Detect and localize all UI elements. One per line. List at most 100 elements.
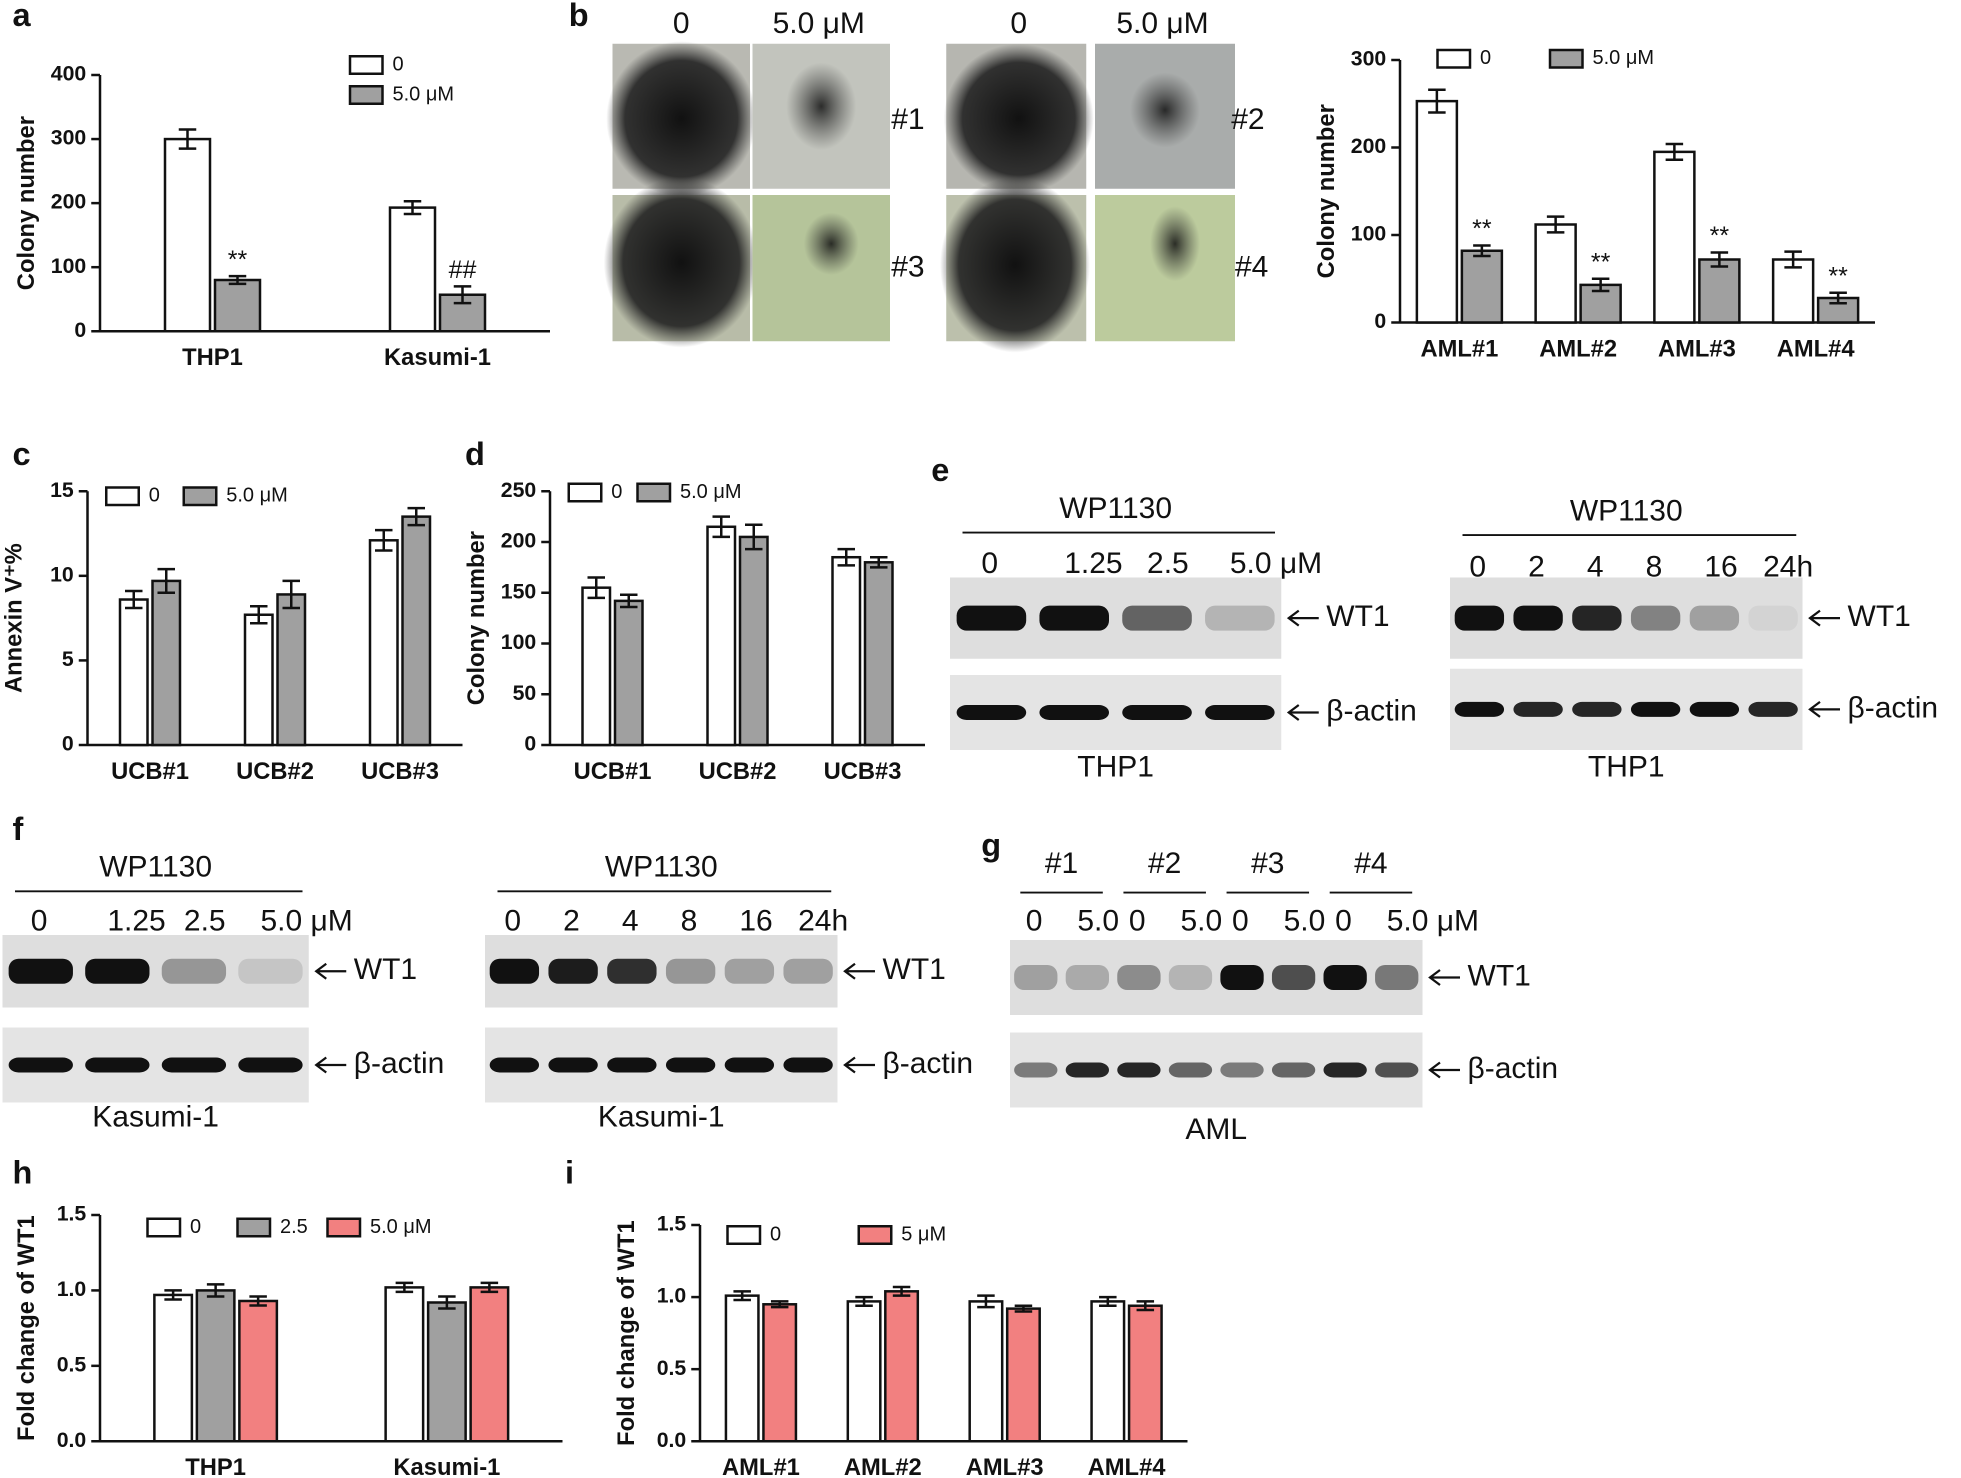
legend-swatch [1548, 48, 1584, 69]
blot-band [1065, 965, 1109, 990]
band-label: WT1 [1848, 600, 1911, 633]
error-bar [587, 576, 605, 600]
error-bar [453, 285, 472, 305]
arrow [1808, 609, 1840, 627]
error-bar [1591, 277, 1610, 293]
bar [118, 598, 149, 747]
bar [1415, 99, 1459, 324]
bar [1460, 249, 1504, 324]
column-label: 0 [673, 7, 690, 40]
y-axis-label: Fold change of WT1 [13, 1215, 40, 1441]
blot-band [1748, 701, 1798, 717]
error-bar [395, 1281, 414, 1294]
bar [195, 1289, 236, 1443]
x-tick-label: Kasumi-1 [393, 1454, 500, 1478]
arrow [314, 962, 347, 980]
panel-letter: e [931, 452, 949, 488]
x-tick-label: AML#2 [1539, 335, 1617, 362]
y-axis-label: Colony number [13, 116, 40, 290]
y-tick-label: 0.0 [657, 1428, 687, 1452]
error-bar [1473, 244, 1491, 258]
legend-label: 5.0 μM [226, 485, 288, 507]
y-tick-label: 100 [501, 630, 536, 654]
blot-band [8, 1057, 73, 1073]
bar [863, 561, 894, 747]
y-tick-label: 300 [51, 126, 86, 150]
bar [613, 599, 644, 747]
y-tick-label: 1.5 [657, 1212, 687, 1236]
x-tick-label: AML#3 [1658, 335, 1736, 362]
column-label: 5.0 μM [1116, 7, 1208, 40]
blot-band [607, 1057, 657, 1073]
bar [724, 1294, 760, 1443]
bar [243, 613, 274, 747]
error-bar [855, 1295, 873, 1307]
blot-band [1065, 1062, 1109, 1078]
blot-band [1513, 701, 1563, 717]
error-bar [403, 199, 422, 216]
error-bar [1014, 1304, 1033, 1313]
y-tick-label: 15 [50, 478, 74, 502]
legend-swatch [567, 482, 603, 503]
y-tick-label: 0 [62, 732, 74, 756]
legend-swatch [146, 1217, 182, 1238]
blot-band [1454, 605, 1505, 631]
error-bar [733, 1290, 751, 1302]
panel-letter: a [13, 0, 32, 33]
lane-label: 5.0 [1284, 904, 1326, 937]
blot-band [489, 958, 540, 984]
colony [606, 41, 757, 197]
legend-swatch [636, 482, 672, 503]
error-bar [869, 555, 888, 569]
blot-band [1689, 605, 1740, 631]
arrow [1286, 609, 1319, 627]
lane-label: 24h [798, 904, 848, 937]
legend-label: 5.0 μM [680, 481, 742, 503]
treatment-label: WP1130 [1570, 494, 1683, 527]
colony [603, 177, 759, 348]
blot-membrane [1450, 577, 1803, 659]
blot-band [1205, 705, 1275, 720]
blot-band [1014, 965, 1058, 990]
error-bar [480, 1281, 499, 1294]
sample-label: #1 [891, 103, 924, 136]
blot-band [1205, 605, 1275, 631]
blot-band [1748, 605, 1798, 631]
blot-membrane [485, 935, 838, 1008]
x-tick-label: UCB#2 [236, 758, 314, 785]
lane-label: 5.0 μM [1230, 547, 1322, 580]
annotation: ** [1710, 222, 1730, 250]
bar [153, 1293, 194, 1443]
colony [943, 43, 1094, 194]
arrow [1428, 1061, 1460, 1079]
panel-letter: i [565, 1155, 574, 1191]
x-tick-label: AML#4 [1088, 1454, 1167, 1478]
y-tick-label: 200 [1351, 134, 1386, 158]
error-bar [977, 1294, 995, 1309]
band-label: WT1 [883, 953, 946, 986]
bar [238, 1299, 279, 1443]
lane-label: 5.0 μM [1387, 904, 1479, 937]
legend-swatch [348, 55, 384, 76]
annotation: ** [1828, 262, 1848, 290]
y-tick-label: 1.5 [57, 1202, 87, 1226]
bar [738, 535, 769, 747]
x-tick-label: Kasumi-1 [384, 344, 491, 371]
panel-letter: g [981, 827, 1001, 863]
sample-label: #2 [1148, 847, 1181, 880]
panel-letter: f [13, 811, 24, 847]
bar [884, 1290, 920, 1443]
blot-band [783, 1057, 833, 1073]
blot-band [1220, 1062, 1264, 1078]
arrow [843, 1056, 875, 1074]
band-label: β-actin [354, 1047, 445, 1080]
y-tick-label: 10 [50, 562, 74, 586]
band-label: WT1 [354, 953, 417, 986]
annotation: ** [1591, 248, 1611, 276]
lane-label: 0 [1026, 904, 1043, 937]
blot-band [1689, 701, 1740, 717]
blot-band [1572, 605, 1622, 631]
blot-band [1630, 701, 1681, 717]
error-bar [1136, 1300, 1155, 1312]
y-tick-label: 0 [524, 732, 536, 756]
